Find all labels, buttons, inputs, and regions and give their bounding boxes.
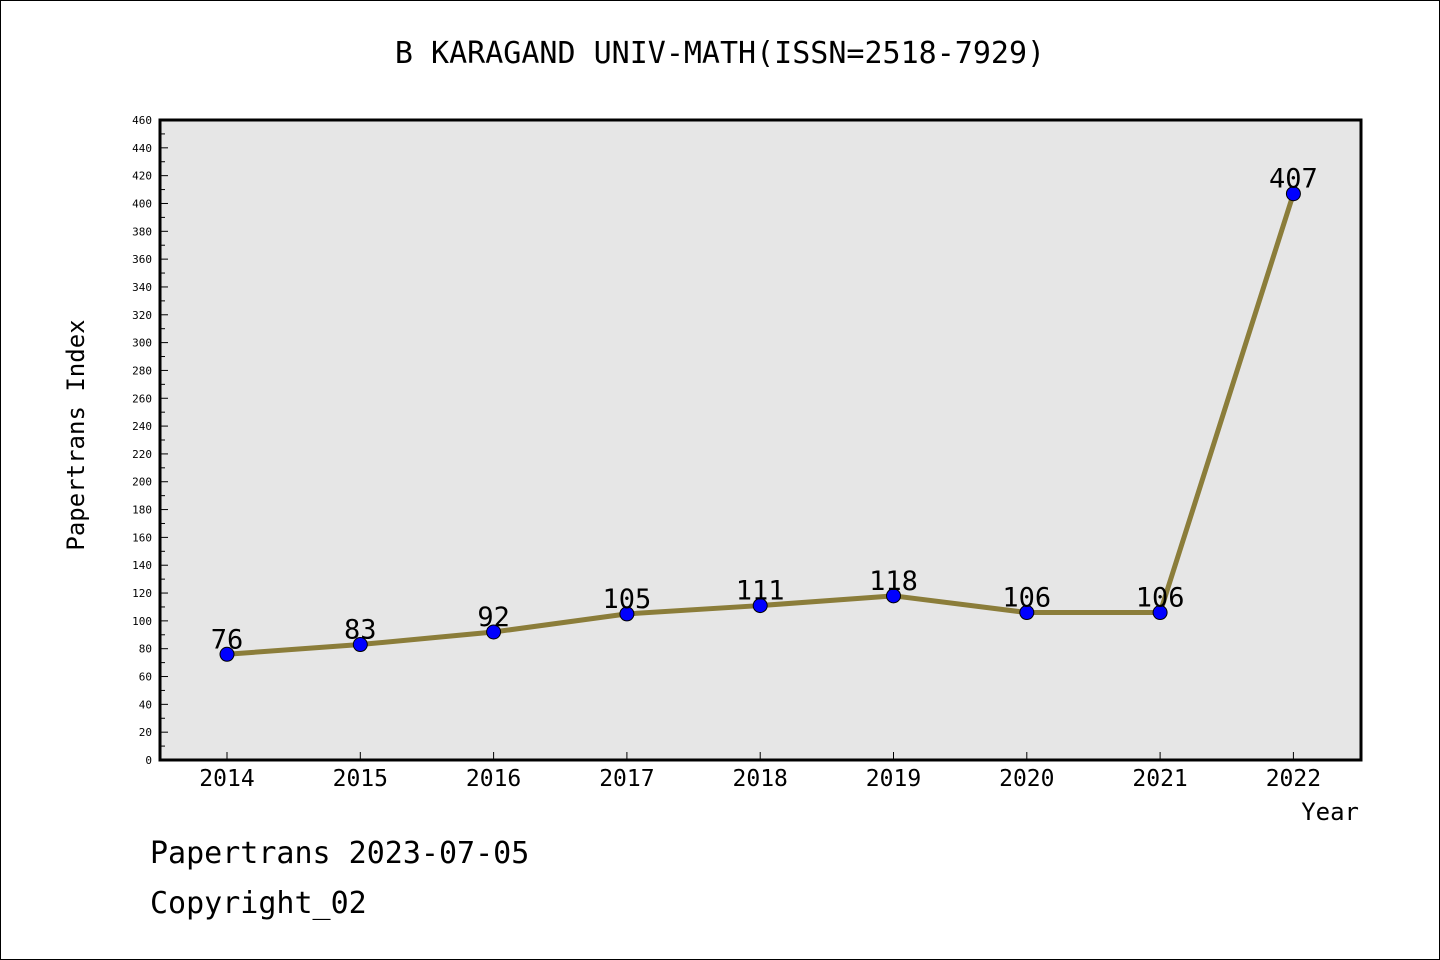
data-label: 111 [736,576,785,607]
y-axis-label: Papertrans Index [62,319,90,550]
x-tick-label: 2020 [999,766,1054,792]
y-tick-label: 400 [132,197,152,210]
data-point [219,646,235,662]
x-tick-label: 2018 [733,766,788,792]
y-tick-label: 420 [132,170,152,183]
y-axis-ticks: 0 20 40 60 80 100 120 140 160 180 200 220 240 260 280 3… [132,114,168,767]
y-tick-label: 280 [132,364,152,377]
y-tick-label: 240 [132,420,152,433]
y-tick-label: 80 [139,643,152,656]
data-label: 83 [344,615,377,646]
x-tick-label: 2021 [1132,766,1187,792]
y-tick-label: 0 [145,754,152,767]
data-label: 106 [1002,583,1051,614]
y-tick-label: 460 [132,114,152,127]
y-tick-label: 40 [139,698,152,711]
data-label: 92 [477,602,510,633]
y-tick-label: 260 [132,392,152,405]
data-point [1019,605,1035,621]
y-tick-label: 380 [132,225,152,238]
y-tick-label: 60 [139,671,152,684]
data-point [752,598,768,614]
y-tick-label: 140 [132,559,152,572]
y-tick-label: 100 [132,615,152,628]
x-tick-label: 2015 [333,766,388,792]
plot-border [158,118,1363,762]
data-label: 118 [869,566,918,597]
x-tick-label: 2016 [466,766,521,792]
footer-copyright: Copyright_02 [150,886,367,921]
y-tick-label: 120 [132,587,152,600]
series-group: 76 83 92 105 111 118 106 106 407 [211,164,1318,662]
y-tick-label: 360 [132,253,152,266]
footer-date: Papertrans 2023-07-05 [150,836,530,871]
x-tick-label: 2017 [599,766,654,792]
data-point [1152,605,1168,621]
chart-title: B KARAGAND UNIV-MATH(ISSN=2518-7929) [394,36,1046,71]
data-point [619,606,635,622]
x-tick-label: 2019 [866,766,921,792]
data-label: 106 [1136,583,1185,614]
data-point [486,624,502,640]
y-tick-label: 200 [132,476,152,489]
y-tick-label: 180 [132,504,152,517]
data-point [1285,186,1301,202]
plot-area [160,120,1361,760]
x-tick-label: 2022 [1266,766,1321,792]
y-tick-label: 300 [132,337,152,350]
y-tick-label: 340 [132,281,152,294]
y-tick-label: 320 [132,309,152,322]
y-tick-label: 20 [139,726,152,739]
x-tick-label: 2014 [199,766,254,792]
data-label: 105 [603,584,652,615]
y-tick-label: 440 [132,142,152,155]
data-label: 407 [1269,164,1318,195]
x-axis-label: Year [1301,798,1359,826]
data-point [886,588,901,604]
y-tick-label: 220 [132,448,152,461]
x-axis-ticks: 2014 2015 2016 2017 2018 2019 2020 2021 2022 [199,752,1321,792]
data-label: 76 [211,624,244,655]
data-point [352,637,368,653]
y-tick-label: 160 [132,531,152,544]
